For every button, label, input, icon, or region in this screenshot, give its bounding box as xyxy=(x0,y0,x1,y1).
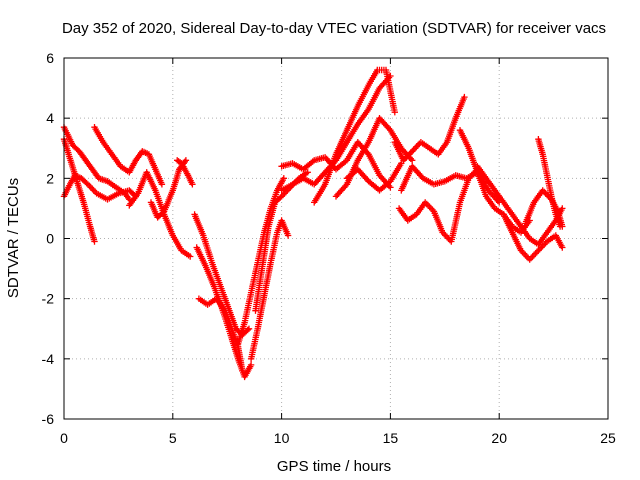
x-axis-label: GPS time / hours xyxy=(277,458,391,475)
data-point-markers xyxy=(391,93,468,164)
y-tick-label: -2 xyxy=(42,291,55,307)
data-point-markers xyxy=(311,66,398,206)
data-point-markers xyxy=(174,157,196,188)
series-arc-19 xyxy=(391,93,468,164)
series-arc-16 xyxy=(311,66,398,206)
x-tick-label: 20 xyxy=(491,430,507,446)
x-tick-label: 10 xyxy=(274,430,290,446)
series-arc-26 xyxy=(535,136,564,230)
series-arc-5 xyxy=(126,169,194,260)
series-arc-10 xyxy=(195,295,246,375)
y-tick-label: -4 xyxy=(42,351,55,367)
chart-title: Day 352 of 2020, Sidereal Day-to-day VTE… xyxy=(62,20,606,37)
data-point-markers xyxy=(195,295,246,375)
data-point-markers xyxy=(126,169,194,260)
data-point-markers xyxy=(500,211,566,263)
series-arc-24 xyxy=(500,211,566,263)
axis-ticks: 0 5 10 15 20 25 -6 -4 -2 0 2 4 6 xyxy=(42,50,616,446)
series-arc-18 xyxy=(343,160,405,194)
series-arc-7 xyxy=(174,157,196,188)
grid xyxy=(64,58,608,419)
x-tick-label: 25 xyxy=(600,430,616,446)
data-point-markers xyxy=(395,166,481,245)
data-points xyxy=(60,66,566,381)
y-tick-label: 0 xyxy=(46,231,54,247)
series-arc-12 xyxy=(247,217,292,362)
data-point-markers xyxy=(278,139,394,191)
series-arc-20 xyxy=(395,166,481,245)
x-tick-label: 15 xyxy=(383,430,399,446)
series-arc-4 xyxy=(91,124,166,188)
series-arc-14 xyxy=(278,139,394,191)
y-tick-label: 6 xyxy=(46,50,54,66)
data-point-markers xyxy=(535,136,564,230)
y-tick-label: 4 xyxy=(46,110,54,126)
y-tick-label: 2 xyxy=(46,170,54,186)
y-tick-label: -6 xyxy=(42,411,55,427)
data-point-markers xyxy=(91,124,166,188)
x-tick-label: 0 xyxy=(60,430,68,446)
x-tick-label: 5 xyxy=(169,430,177,446)
data-point-markers xyxy=(247,217,292,362)
data-point-markers xyxy=(343,160,405,194)
y-axis-label: SDTVAR / TECUs xyxy=(5,178,22,298)
